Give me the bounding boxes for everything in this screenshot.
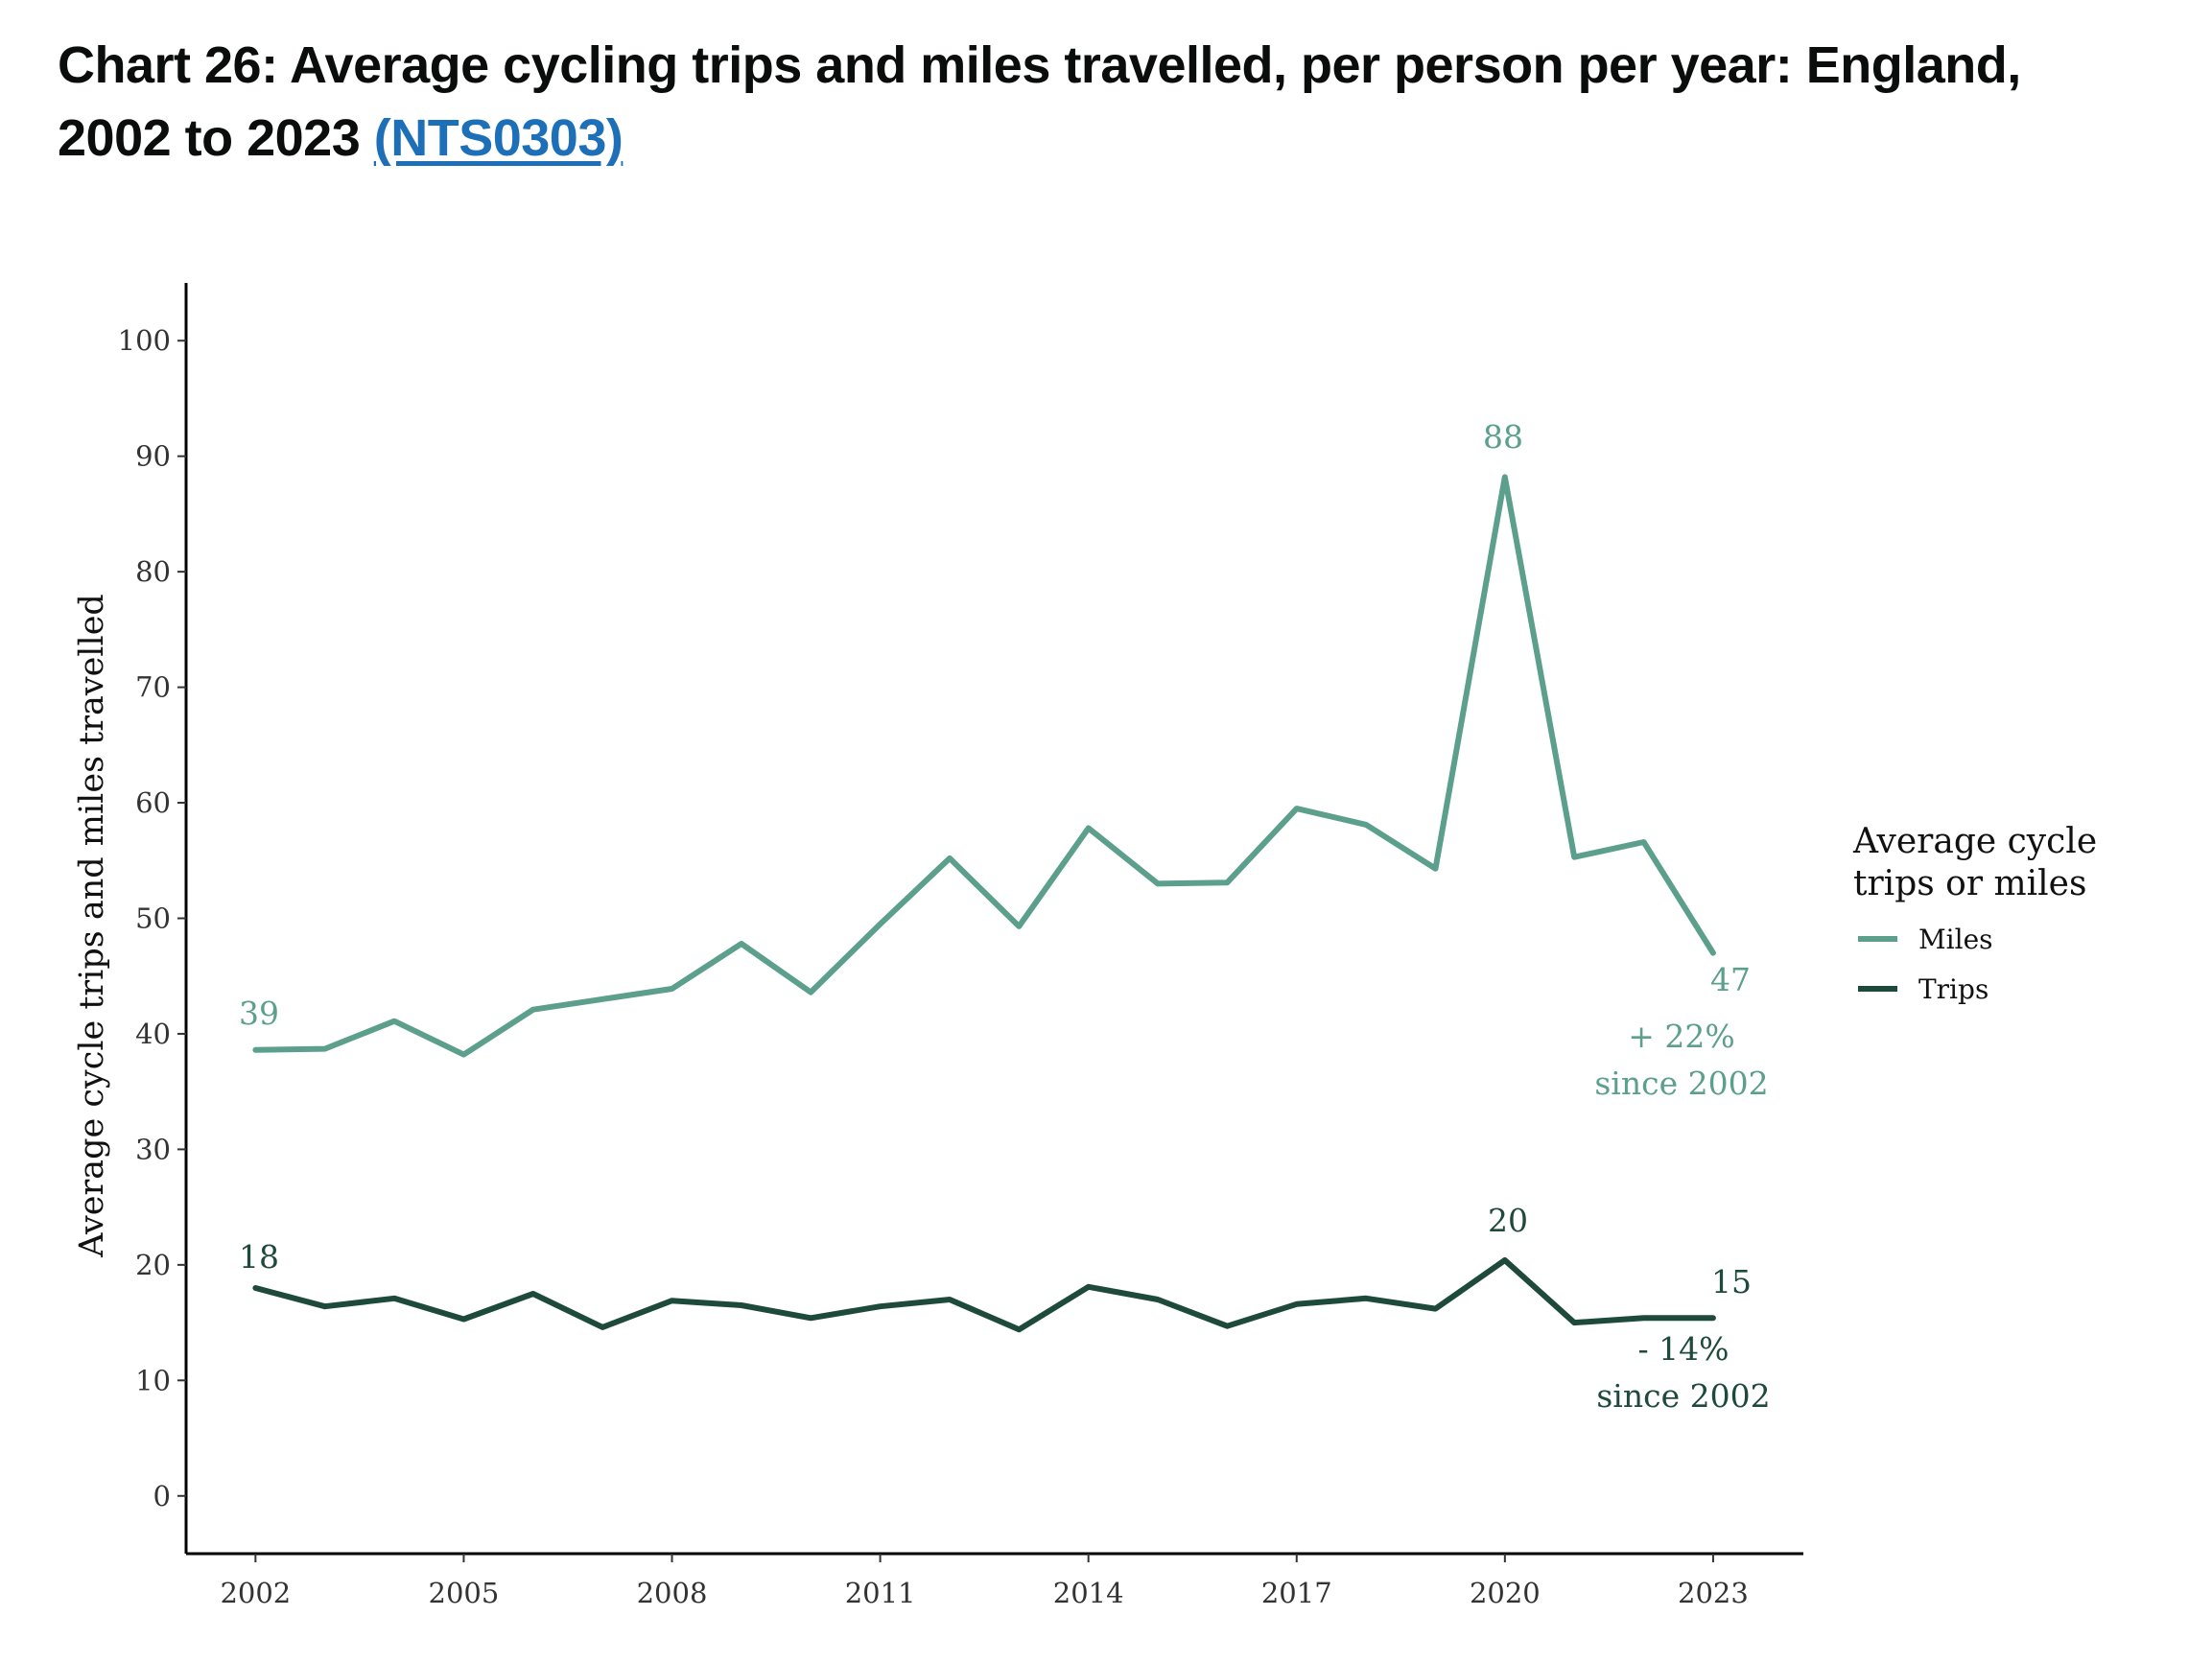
x-tick-label: 2011 (845, 1577, 916, 1609)
y-tick-label: 60 (135, 786, 171, 819)
miles-change-since: since 2002 (1594, 1065, 1768, 1102)
legend-trips-label: Trips (1918, 973, 1988, 1005)
series-lines (252, 474, 1716, 1333)
y-tick-label: 90 (135, 440, 171, 473)
legend: Average cycle trips or miles Miles Trips (1852, 822, 2097, 1005)
x-tick-label: 2002 (220, 1577, 291, 1609)
chart-title: Chart 26: Average cycling trips and mile… (58, 29, 2120, 175)
miles-peak-label: 88 (1483, 418, 1523, 456)
x-tick-label: 2014 (1053, 1577, 1124, 1609)
series-line-trips (252, 1257, 1716, 1333)
miles-change-pct: + 22% (1628, 1018, 1735, 1055)
x-tick-label: 2020 (1470, 1577, 1541, 1609)
nts0303-link[interactable]: (NTS0303) (373, 109, 624, 167)
y-tick-label: 50 (135, 902, 171, 935)
y-tick-label: 0 (153, 1480, 171, 1512)
y-tick-label: 30 (135, 1133, 171, 1165)
trips-change-pct: - 14% (1638, 1330, 1730, 1368)
y-axis-ticks: 0 10 20 30 40 50 60 70 80 90 100 (118, 324, 186, 1512)
legend-title-line2: trips or miles (1853, 864, 2086, 903)
series-line-miles (252, 474, 1716, 1058)
miles-start-label: 39 (239, 995, 279, 1032)
x-axis-ticks: 2002 2005 2008 2011 2014 2017 2020 2023 (220, 1554, 1749, 1609)
miles-end-label: 47 (1710, 961, 1751, 998)
x-tick-label: 2017 (1261, 1577, 1332, 1609)
x-tick-label: 2023 (1678, 1577, 1749, 1609)
trips-change-since: since 2002 (1596, 1377, 1770, 1415)
trips-start-label: 18 (239, 1238, 279, 1276)
y-tick-label: 40 (135, 1018, 171, 1050)
legend-miles-label: Miles (1918, 924, 1993, 955)
y-axis-label: Average cycle trips and miles travelled (73, 594, 111, 1258)
y-tick-label: 100 (118, 324, 171, 357)
legend-title-line1: Average cycle (1852, 822, 2097, 861)
chart-axes (184, 283, 1803, 1556)
trips-peak-label: 20 (1488, 1202, 1528, 1239)
chart-title-text: Chart 26: Average cycling trips and mile… (58, 36, 2021, 167)
x-tick-label: 2005 (429, 1577, 500, 1609)
x-tick-label: 2008 (637, 1577, 708, 1609)
trips-end-label: 15 (1711, 1263, 1752, 1300)
y-tick-label: 10 (135, 1364, 171, 1396)
y-tick-label: 70 (135, 671, 171, 704)
y-tick-label: 20 (135, 1249, 171, 1281)
y-tick-label: 80 (135, 555, 171, 588)
